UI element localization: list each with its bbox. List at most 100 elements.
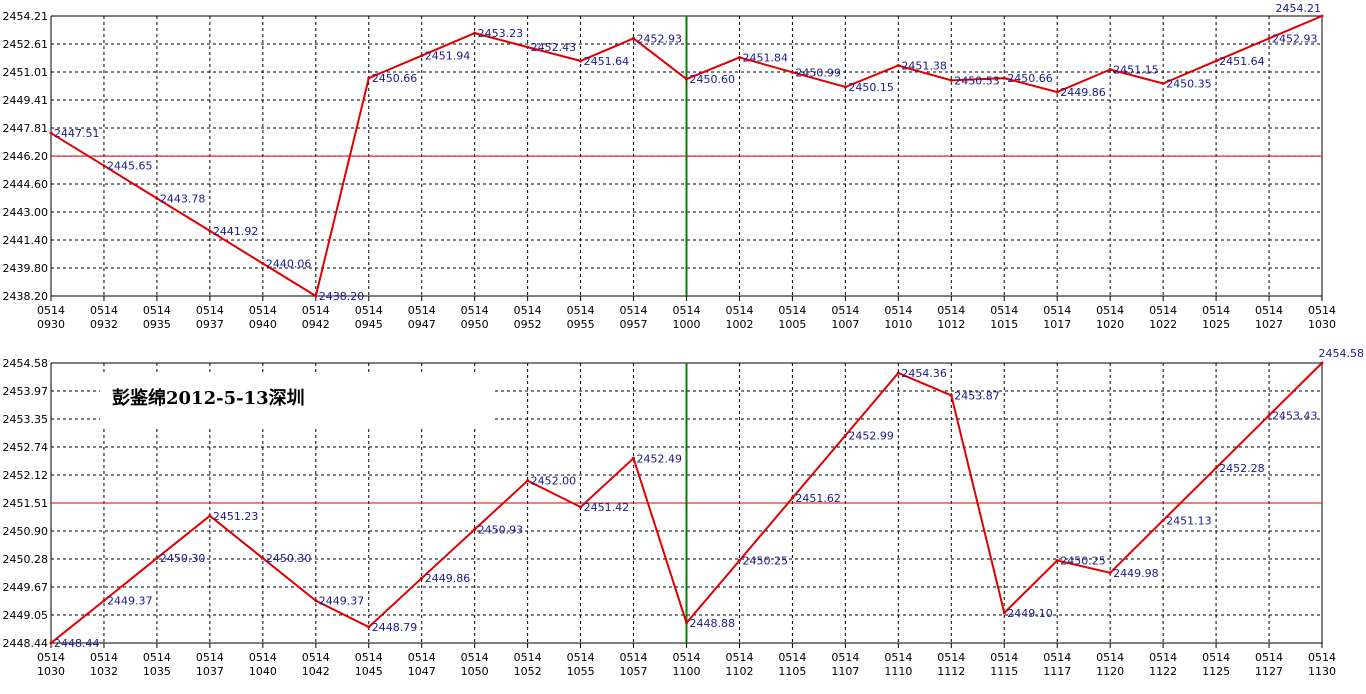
x-tick-time-label: 1115 <box>990 665 1018 678</box>
x-tick-date-label: 0514 <box>673 651 701 664</box>
x-tick-date-label: 0514 <box>1308 304 1336 317</box>
lower-chart-panel: 2454.58 2453.97 2453.35 2452.74 2452.12 2451.… <box>3 347 1365 678</box>
x-tick-time-label: 1007 <box>831 318 859 331</box>
data-label: 2451.64 <box>1219 55 1265 68</box>
data-label: 2453.87 <box>954 389 1000 402</box>
data-label: 2449.86 <box>425 572 471 585</box>
x-tick-date-label: 0514 <box>1202 304 1230 317</box>
x-tick-time-label: 1127 <box>1255 665 1283 678</box>
x-tick-time-label: 1040 <box>249 665 277 678</box>
data-point <box>367 76 371 80</box>
x-tick-time-label: 1030 <box>1308 318 1336 331</box>
x-tick-time-label: 1047 <box>408 665 436 678</box>
data-point <box>632 456 636 460</box>
x-tick-time-label: 1130 <box>1308 665 1336 678</box>
x-tick-date-label: 0514 <box>514 304 542 317</box>
x-tick-time-label: 1057 <box>620 665 648 678</box>
x-tick-time-label: 1112 <box>937 665 965 678</box>
y-tick-label: 2452.12 <box>3 469 49 482</box>
data-point <box>261 556 265 560</box>
data-label: 2448.44 <box>54 637 100 650</box>
data-label: 2451.84 <box>742 51 788 64</box>
x-tick-date-label: 0514 <box>408 304 436 317</box>
x-tick-date-label: 0514 <box>355 304 383 317</box>
data-label: 2448.88 <box>690 617 736 630</box>
data-label: 2448.79 <box>372 621 418 634</box>
data-point <box>1055 90 1059 94</box>
data-label: 2450.30 <box>160 552 206 565</box>
x-tick-date-label: 0514 <box>778 651 806 664</box>
x-tick-date-label: 0514 <box>725 651 753 664</box>
data-point <box>526 45 530 49</box>
data-point <box>155 556 159 560</box>
data-label: 2449.98 <box>1113 567 1159 580</box>
x-tick-time-label: 1035 <box>143 665 171 678</box>
data-label: 2452.00 <box>531 475 577 488</box>
x-tick-date-label: 0514 <box>778 304 806 317</box>
y-tick-label: 2439.80 <box>3 262 49 275</box>
x-tick-date-label: 0514 <box>302 651 330 664</box>
x-tick-date-label: 0514 <box>461 651 489 664</box>
x-tick-date-label: 0514 <box>461 304 489 317</box>
x-tick-date-label: 0514 <box>1149 651 1177 664</box>
x-tick-time-label: 1030 <box>37 665 65 678</box>
data-point <box>261 261 265 265</box>
x-tick-date-label: 0514 <box>302 304 330 317</box>
x-tick-time-label: 0947 <box>408 318 436 331</box>
x-tick-time-label: 0955 <box>567 318 595 331</box>
x-tick-time-label: 1002 <box>725 318 753 331</box>
x-tick-date-label: 0514 <box>37 304 65 317</box>
x-tick-time-label: 0945 <box>355 318 383 331</box>
watermark-background <box>100 372 492 426</box>
data-point <box>49 641 53 645</box>
y-tick-label: 2450.28 <box>3 553 49 566</box>
data-point <box>1002 76 1006 80</box>
data-label: 2451.38 <box>901 59 947 72</box>
x-tick-date-label: 0514 <box>37 651 65 664</box>
data-point <box>1267 413 1271 417</box>
x-tick-date-label: 0514 <box>884 304 912 317</box>
x-tick-time-label: 1117 <box>1043 665 1071 678</box>
data-label: 2451.15 <box>1113 64 1159 77</box>
x-tick-date-label: 0514 <box>725 304 753 317</box>
data-label: 2449.86 <box>1060 86 1106 99</box>
data-point <box>1002 611 1006 615</box>
data-point <box>896 371 900 375</box>
data-label: 2450.93 <box>478 523 523 536</box>
data-label: 2451.64 <box>584 55 630 68</box>
data-label: 2449.37 <box>107 595 153 608</box>
data-label: 2450.35 <box>1166 78 1212 91</box>
data-label: 2445.65 <box>107 160 153 173</box>
y-tick-label: 2450.90 <box>3 525 49 538</box>
data-label: 2454.21 <box>1276 2 1322 15</box>
x-tick-time-label: 1027 <box>1255 318 1283 331</box>
x-tick-date-label: 0514 <box>249 304 277 317</box>
upper-chart-panel: 2454.21 2452.61 2451.01 2449.41 2447.81 2446.… <box>3 2 1337 331</box>
x-tick-time-label: 1015 <box>990 318 1018 331</box>
data-label: 2451.23 <box>213 510 259 523</box>
x-tick-time-label: 1037 <box>196 665 224 678</box>
data-label: 2454.58 <box>1319 347 1365 360</box>
data-point <box>314 599 318 603</box>
x-tick-date-label: 0514 <box>884 651 912 664</box>
data-label: 2440.06 <box>266 257 312 270</box>
data-point <box>632 36 636 40</box>
x-tick-date-label: 0514 <box>1202 651 1230 664</box>
x-tick-time-label: 1010 <box>884 318 912 331</box>
data-label: 2452.93 <box>637 32 683 45</box>
data-point <box>685 621 688 625</box>
data-label: 2451.42 <box>584 501 630 514</box>
data-point <box>1108 571 1112 575</box>
y-tick-label: 2449.05 <box>3 609 49 622</box>
x-tick-date-label: 0514 <box>355 651 383 664</box>
x-tick-time-label: 1110 <box>884 665 912 678</box>
x-tick-time-label: 0952 <box>514 318 542 331</box>
x-tick-date-label: 0514 <box>90 651 118 664</box>
data-point <box>790 496 794 500</box>
x-tick-date-label: 0514 <box>196 651 224 664</box>
x-tick-date-label: 0514 <box>1096 651 1124 664</box>
data-label: 2453.43 <box>1272 409 1318 422</box>
data-label: 2441.92 <box>213 225 259 238</box>
data-point <box>949 78 953 82</box>
